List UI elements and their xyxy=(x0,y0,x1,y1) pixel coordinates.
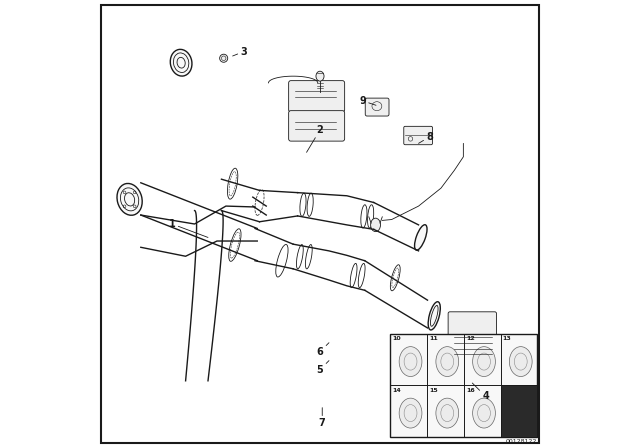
FancyBboxPatch shape xyxy=(289,111,344,141)
Text: 14: 14 xyxy=(392,388,401,392)
Ellipse shape xyxy=(399,347,422,376)
Text: 5: 5 xyxy=(317,361,329,375)
Text: 6: 6 xyxy=(317,343,329,357)
Ellipse shape xyxy=(399,398,422,428)
Text: 16: 16 xyxy=(466,388,475,392)
Ellipse shape xyxy=(170,49,192,76)
Ellipse shape xyxy=(460,355,480,366)
Ellipse shape xyxy=(472,347,495,376)
Ellipse shape xyxy=(316,71,324,81)
Text: 15: 15 xyxy=(429,388,438,392)
Ellipse shape xyxy=(117,184,142,215)
Text: 00128122: 00128122 xyxy=(506,439,538,444)
Text: 4: 4 xyxy=(472,383,489,401)
Ellipse shape xyxy=(509,347,532,376)
Text: 12: 12 xyxy=(466,336,475,341)
Ellipse shape xyxy=(436,398,459,428)
Ellipse shape xyxy=(415,225,427,250)
Ellipse shape xyxy=(220,54,228,62)
Text: 2: 2 xyxy=(307,125,323,152)
FancyBboxPatch shape xyxy=(289,81,344,112)
Text: 7: 7 xyxy=(319,408,326,428)
Text: 8: 8 xyxy=(419,132,433,143)
Ellipse shape xyxy=(472,398,495,428)
Ellipse shape xyxy=(436,347,459,376)
Ellipse shape xyxy=(371,218,380,232)
FancyBboxPatch shape xyxy=(404,126,433,145)
Text: 1: 1 xyxy=(169,219,208,237)
FancyBboxPatch shape xyxy=(365,98,389,116)
FancyBboxPatch shape xyxy=(448,312,497,362)
Text: 13: 13 xyxy=(503,336,511,341)
Text: 3: 3 xyxy=(233,47,247,56)
Text: 9: 9 xyxy=(359,96,376,106)
Bar xyxy=(500,385,538,437)
Text: 10: 10 xyxy=(392,336,401,341)
Ellipse shape xyxy=(428,302,440,330)
Bar xyxy=(390,334,538,437)
Text: 11: 11 xyxy=(429,336,438,341)
